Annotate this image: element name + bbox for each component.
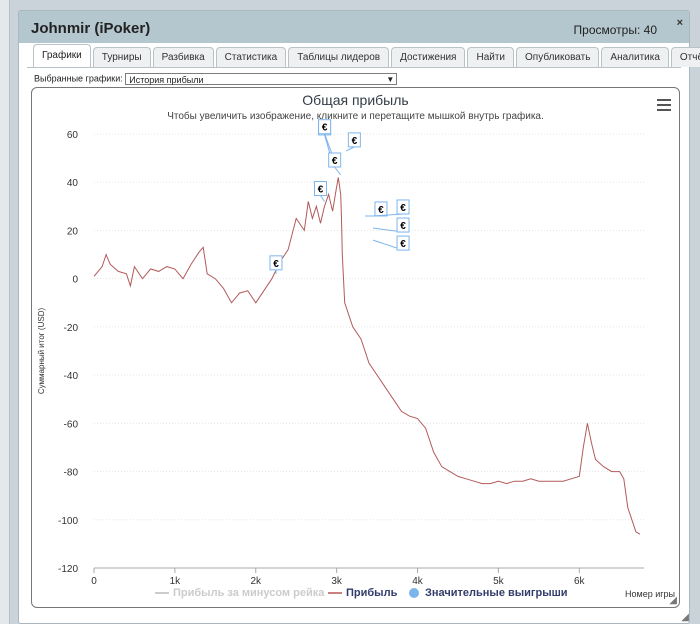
tab-breakdown[interactable]: Разбивка bbox=[152, 47, 214, 67]
y-tick-label: 40 bbox=[67, 178, 79, 189]
win-flag-label: € bbox=[273, 259, 279, 270]
tab-achievements[interactable]: Достижения bbox=[391, 47, 466, 67]
chart-subtitle: Чтобы увеличить изображение, кликните и … bbox=[167, 111, 544, 122]
win-flag-label: € bbox=[400, 239, 406, 250]
left-page-strip bbox=[0, 0, 10, 624]
tab-reports[interactable]: Отчёты bbox=[670, 47, 700, 67]
chart-menu-icon[interactable] bbox=[657, 99, 671, 111]
win-flag-box bbox=[396, 235, 410, 251]
legend-label-big-wins: Значительные выигрыши bbox=[425, 587, 568, 599]
tab-bar: Графики Турниры Разбивка Статистика Таблицы … bbox=[33, 44, 700, 68]
y-axis-title: Суммарный итог (USD) bbox=[37, 308, 46, 395]
legend-line-profit bbox=[328, 592, 342, 595]
win-flag-label: € bbox=[332, 156, 338, 167]
legend-item-profit[interactable]: Прибыль bbox=[328, 587, 397, 599]
y-tick-label: -20 bbox=[64, 323, 79, 334]
chart-resize-handle[interactable]: ◢ bbox=[669, 595, 677, 606]
y-tick-label: -100 bbox=[58, 516, 78, 527]
y-tick-label: 0 bbox=[72, 275, 78, 286]
legend-dot-big-wins bbox=[409, 588, 419, 599]
win-flag-box bbox=[318, 119, 332, 135]
x-tick-label: 3k bbox=[331, 576, 343, 587]
win-flag-pole bbox=[346, 146, 355, 152]
profit-series-line bbox=[93, 177, 641, 535]
tab-charts[interactable]: Графики bbox=[33, 44, 91, 67]
chart-select-value: История прибыли bbox=[129, 75, 204, 85]
player-window: Johnmir (iPoker) Просмотры: 40 × Графики… bbox=[18, 10, 700, 624]
legend-line-rake bbox=[155, 592, 169, 595]
y-tick-label: -120 bbox=[58, 564, 78, 575]
win-flag-box bbox=[374, 201, 388, 217]
legend-item-big-wins[interactable]: Значительные выигрыши bbox=[409, 587, 568, 599]
win-flag-box bbox=[314, 181, 328, 197]
x-tick-label: 0 bbox=[91, 576, 97, 587]
tab-find[interactable]: Найти bbox=[467, 47, 515, 67]
y-tick-label: -80 bbox=[64, 468, 79, 479]
win-flag-box bbox=[328, 152, 342, 168]
win-flag-label: € bbox=[318, 185, 324, 196]
chart-select-dropdown[interactable]: История прибыли ▼ bbox=[125, 73, 398, 85]
win-flag-label: € bbox=[322, 123, 328, 134]
tab-statistics[interactable]: Статистика bbox=[215, 47, 287, 67]
win-flag-label: € bbox=[352, 136, 358, 147]
tab-leaderboards[interactable]: Таблицы лидеров bbox=[288, 47, 390, 67]
x-tick-label: 1k bbox=[170, 576, 182, 587]
tab-tournaments[interactable]: Турниры bbox=[92, 47, 151, 67]
chart-selector-label: Выбранные графики: bbox=[34, 73, 123, 84]
window-resize-handle[interactable]: ◢ bbox=[681, 612, 689, 623]
y-tick-label: 60 bbox=[67, 130, 79, 141]
legend-label-profit: Прибыль bbox=[346, 587, 398, 599]
x-tick-label: 4k bbox=[412, 576, 424, 587]
win-flag-box bbox=[269, 255, 283, 271]
tab-divider bbox=[27, 67, 681, 68]
tab-analytics[interactable]: Аналитика bbox=[601, 47, 669, 67]
win-flag-box bbox=[347, 132, 361, 148]
chart-selector: Выбранные графики: История прибыли ▼ bbox=[34, 73, 398, 85]
win-flag-label: € bbox=[400, 221, 406, 232]
x-axis-unit-label: Номер игры bbox=[625, 589, 675, 599]
chart-container[interactable]: Общая прибыль Чтобы увеличить изображени… bbox=[31, 87, 680, 608]
tab-publish[interactable]: Опубликовать bbox=[516, 47, 600, 67]
x-tick-label: 2k bbox=[250, 576, 262, 587]
win-flag-pole bbox=[324, 133, 334, 156]
y-tick-label: -60 bbox=[64, 419, 79, 430]
y-tick-label: 20 bbox=[67, 226, 79, 237]
win-flag-box bbox=[396, 199, 410, 215]
x-tick-label: 5k bbox=[493, 576, 505, 587]
legend-item-rake[interactable]: Прибыль за минусом рейка bbox=[155, 587, 324, 599]
profit-chart-svg[interactable]: 60 40 20 0 -20 -40 -60 -80 -100 -120 0 1k 2k 3k 4k 5k 6k… bbox=[32, 88, 679, 607]
legend-label-rake: Прибыль за минусом рейка bbox=[173, 587, 325, 599]
win-flag-label: € bbox=[378, 205, 384, 216]
win-flag-pole bbox=[320, 195, 325, 202]
x-tick-label: 6k bbox=[574, 576, 586, 587]
win-flag-label: € bbox=[400, 203, 406, 214]
chart-title: Общая прибыль bbox=[302, 92, 409, 108]
win-flag-pole bbox=[334, 166, 342, 176]
chevron-down-icon: ▼ bbox=[386, 75, 395, 84]
window-titlebar: Johnmir (iPoker) Просмотры: 40 × bbox=[19, 11, 689, 43]
views-count: Просмотры: 40 bbox=[573, 23, 657, 37]
y-tick-label: -40 bbox=[64, 371, 79, 382]
win-flag-box bbox=[396, 217, 410, 233]
window-title: Johnmir (iPoker) bbox=[31, 20, 151, 37]
close-icon[interactable]: × bbox=[676, 17, 683, 29]
